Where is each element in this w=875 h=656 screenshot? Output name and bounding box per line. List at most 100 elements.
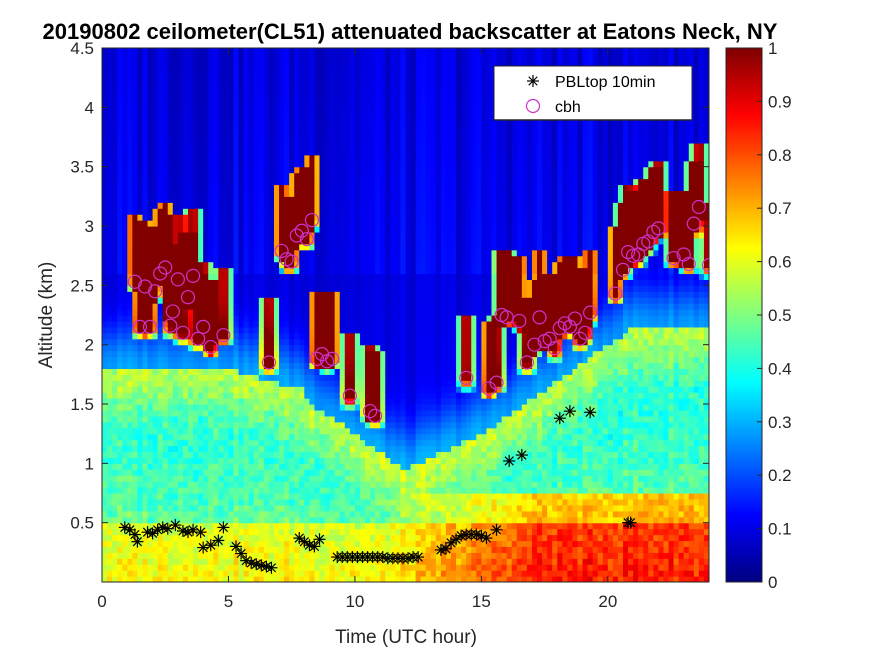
heatmap-cell	[309, 451, 316, 458]
heatmap-cell	[375, 285, 381, 292]
heatmap-cell	[304, 326, 310, 334]
heatmap-cell	[289, 332, 295, 340]
heatmap-cell	[218, 48, 224, 55]
heatmap-cell	[309, 285, 316, 292]
heatmap-cell	[359, 249, 366, 257]
heatmap-cell	[248, 113, 255, 120]
heatmap-cell	[299, 415, 305, 423]
heatmap-cell	[354, 261, 361, 269]
heatmap-cell	[359, 107, 366, 114]
heatmap-cell	[142, 208, 149, 215]
heatmap-cell	[339, 504, 346, 512]
heatmap-cell	[122, 101, 128, 108]
heatmap-cell	[238, 309, 245, 316]
heatmap-cell	[319, 350, 326, 358]
heatmap-cell	[334, 498, 341, 506]
heatmap-cell	[127, 208, 133, 215]
heatmap-cell	[289, 463, 295, 470]
heatmap-cell	[213, 178, 219, 186]
heatmap-cell	[268, 190, 275, 197]
heatmap-cell	[132, 202, 139, 209]
heatmap-cell	[132, 231, 139, 239]
heatmap-cell	[167, 421, 174, 429]
heatmap-cell	[289, 362, 295, 369]
heatmap-cell	[359, 243, 366, 251]
heatmap-cell	[349, 273, 356, 280]
heatmap-cell	[365, 178, 371, 186]
heatmap-cell	[309, 48, 316, 55]
heatmap-cell	[157, 196, 164, 203]
heatmap-cell	[177, 196, 184, 203]
heatmap-cell	[299, 202, 305, 209]
heatmap-cell	[203, 291, 209, 298]
heatmap-cell	[208, 493, 214, 500]
heatmap-cell	[354, 320, 361, 328]
heatmap-cell	[203, 498, 209, 506]
heatmap-cell	[193, 237, 199, 245]
heatmap-cell	[182, 445, 189, 453]
heatmap-cell	[309, 415, 316, 423]
heatmap-cell	[354, 53, 361, 61]
heatmap-cell	[193, 154, 199, 162]
heatmap-cell	[258, 392, 265, 399]
heatmap-cell	[248, 220, 255, 227]
heatmap-cell	[152, 231, 159, 239]
heatmap-cell	[334, 356, 341, 364]
heatmap-cell	[228, 255, 235, 263]
heatmap-cell	[137, 178, 144, 186]
heatmap-cell	[238, 415, 245, 423]
heatmap-cell	[198, 285, 204, 292]
heatmap-cell	[375, 214, 381, 221]
heatmap-cell	[349, 315, 356, 322]
heatmap-cell	[253, 362, 260, 369]
heatmap-cell	[304, 95, 310, 102]
heatmap-cell	[309, 504, 316, 512]
heatmap-cell	[182, 71, 189, 79]
heatmap-cell	[233, 279, 240, 286]
heatmap-cell	[228, 504, 235, 512]
heatmap-cell	[172, 142, 179, 150]
heatmap-cell	[268, 261, 275, 269]
heatmap-cell	[309, 148, 316, 156]
heatmap-cell	[339, 273, 346, 280]
heatmap-cell	[157, 344, 164, 352]
heatmap-cell	[127, 392, 133, 399]
heatmap-cell	[107, 427, 113, 435]
heatmap-cell	[329, 445, 336, 453]
heatmap-cell	[334, 481, 341, 488]
heatmap-cell	[112, 338, 118, 346]
heatmap-cell	[107, 534, 113, 542]
heatmap-cell	[294, 113, 300, 120]
heatmap-cell	[370, 475, 376, 482]
heatmap-cell	[228, 320, 235, 328]
heatmap-cell	[132, 220, 139, 227]
heatmap-cell	[167, 326, 174, 334]
heatmap-cell	[268, 202, 275, 209]
heatmap-cell	[354, 463, 361, 470]
heatmap-cell	[243, 142, 250, 150]
heatmap-cell	[182, 481, 189, 488]
heatmap-cell	[253, 510, 260, 518]
heatmap-cell	[182, 362, 189, 369]
heatmap-cell	[365, 160, 371, 168]
heatmap-cell	[279, 457, 285, 464]
heatmap-cell	[309, 160, 316, 168]
heatmap-cell	[112, 320, 118, 328]
heatmap-cell	[294, 415, 300, 423]
heatmap-cell	[157, 570, 164, 577]
heatmap-cell	[334, 297, 341, 304]
heatmap-cell	[268, 172, 275, 180]
heatmap-cell	[137, 386, 144, 393]
heatmap-cell	[187, 558, 194, 565]
heatmap-cell	[370, 516, 376, 524]
heatmap-cell	[304, 558, 310, 565]
heatmap-cell	[213, 285, 219, 292]
heatmap-cell	[142, 362, 149, 369]
heatmap-cell	[233, 297, 240, 304]
heatmap-cell	[359, 344, 366, 352]
heatmap-cell	[187, 184, 194, 191]
heatmap-cell	[182, 392, 189, 399]
heatmap-cell	[102, 148, 108, 156]
heatmap-cell	[334, 249, 341, 257]
heatmap-cell	[339, 53, 346, 61]
